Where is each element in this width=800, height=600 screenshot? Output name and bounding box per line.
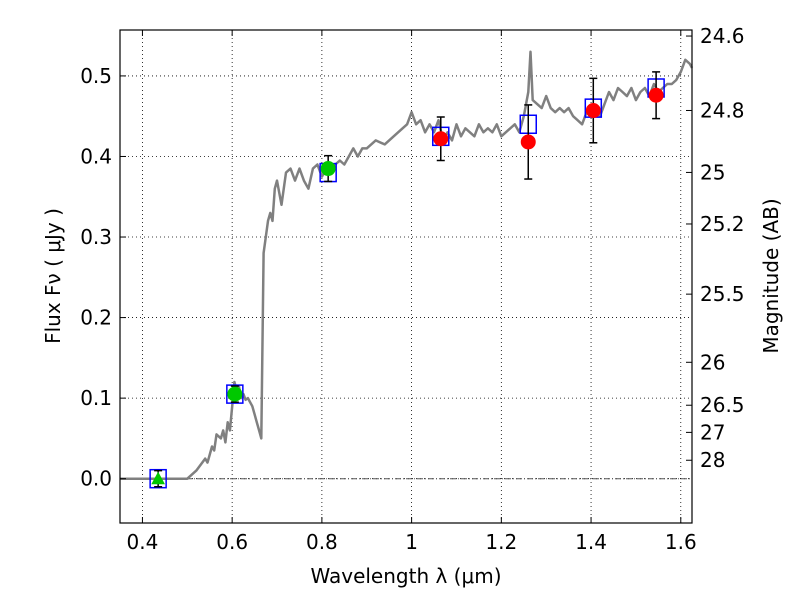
right-tick-label: 24.8 [700,98,745,122]
x-tick-label: 0.4 [127,530,159,554]
plot-area [120,50,694,489]
observed-circle-marker [520,134,536,150]
right-tick-label: 25.2 [700,212,745,236]
x-tick-label: 0.6 [216,530,248,554]
sed-model-curve [120,50,694,480]
y-tick-label: 0.1 [80,386,112,410]
y-tick-label: 0.5 [80,64,112,88]
y-axis-title: Flux Fν ( μJy ) [41,208,65,344]
x-tick-label: 1.4 [575,530,607,554]
y-tick-label: 0.3 [80,225,112,249]
right-tick-label: 25 [700,160,725,184]
observed-triangle-marker [151,471,165,485]
right-tick-label: 26.5 [700,393,745,417]
x-axis-title: Wavelength λ (μm) [310,564,501,588]
right-axis-title: Magnitude (AB) [759,198,783,353]
plot-frame [119,29,693,524]
axis-ticks: 0.4 0.6 0.8 1 1.2 1.4 1.6 0.0 0.1 0.2 0.3 0.4 0.5 24.… [80,24,744,554]
observed-circle-marker [648,87,664,103]
observed-circle-marker [320,161,336,177]
observed-circle-marker [227,386,243,402]
x-tick-label: 1.2 [485,530,517,554]
x-tick-label: 1 [405,530,418,554]
y-tick-label: 0.2 [80,306,112,330]
right-tick-label: 25.5 [700,282,745,306]
model-photometry-square [149,468,167,489]
model-photometry-square [226,384,244,404]
y-tick-label: 0.4 [80,144,112,168]
grid-lines [120,30,692,523]
right-tick-label: 24.6 [700,24,745,48]
x-tick-label: 1.6 [665,530,697,554]
right-tick-label: 27 [700,420,725,444]
y-tick-label: 0.0 [80,467,112,491]
observed-circle-marker [585,103,601,119]
right-tick-label: 28 [700,448,725,472]
right-tick-label: 26 [700,350,725,374]
x-tick-label: 0.8 [306,530,338,554]
observed-circle-marker [433,131,449,147]
